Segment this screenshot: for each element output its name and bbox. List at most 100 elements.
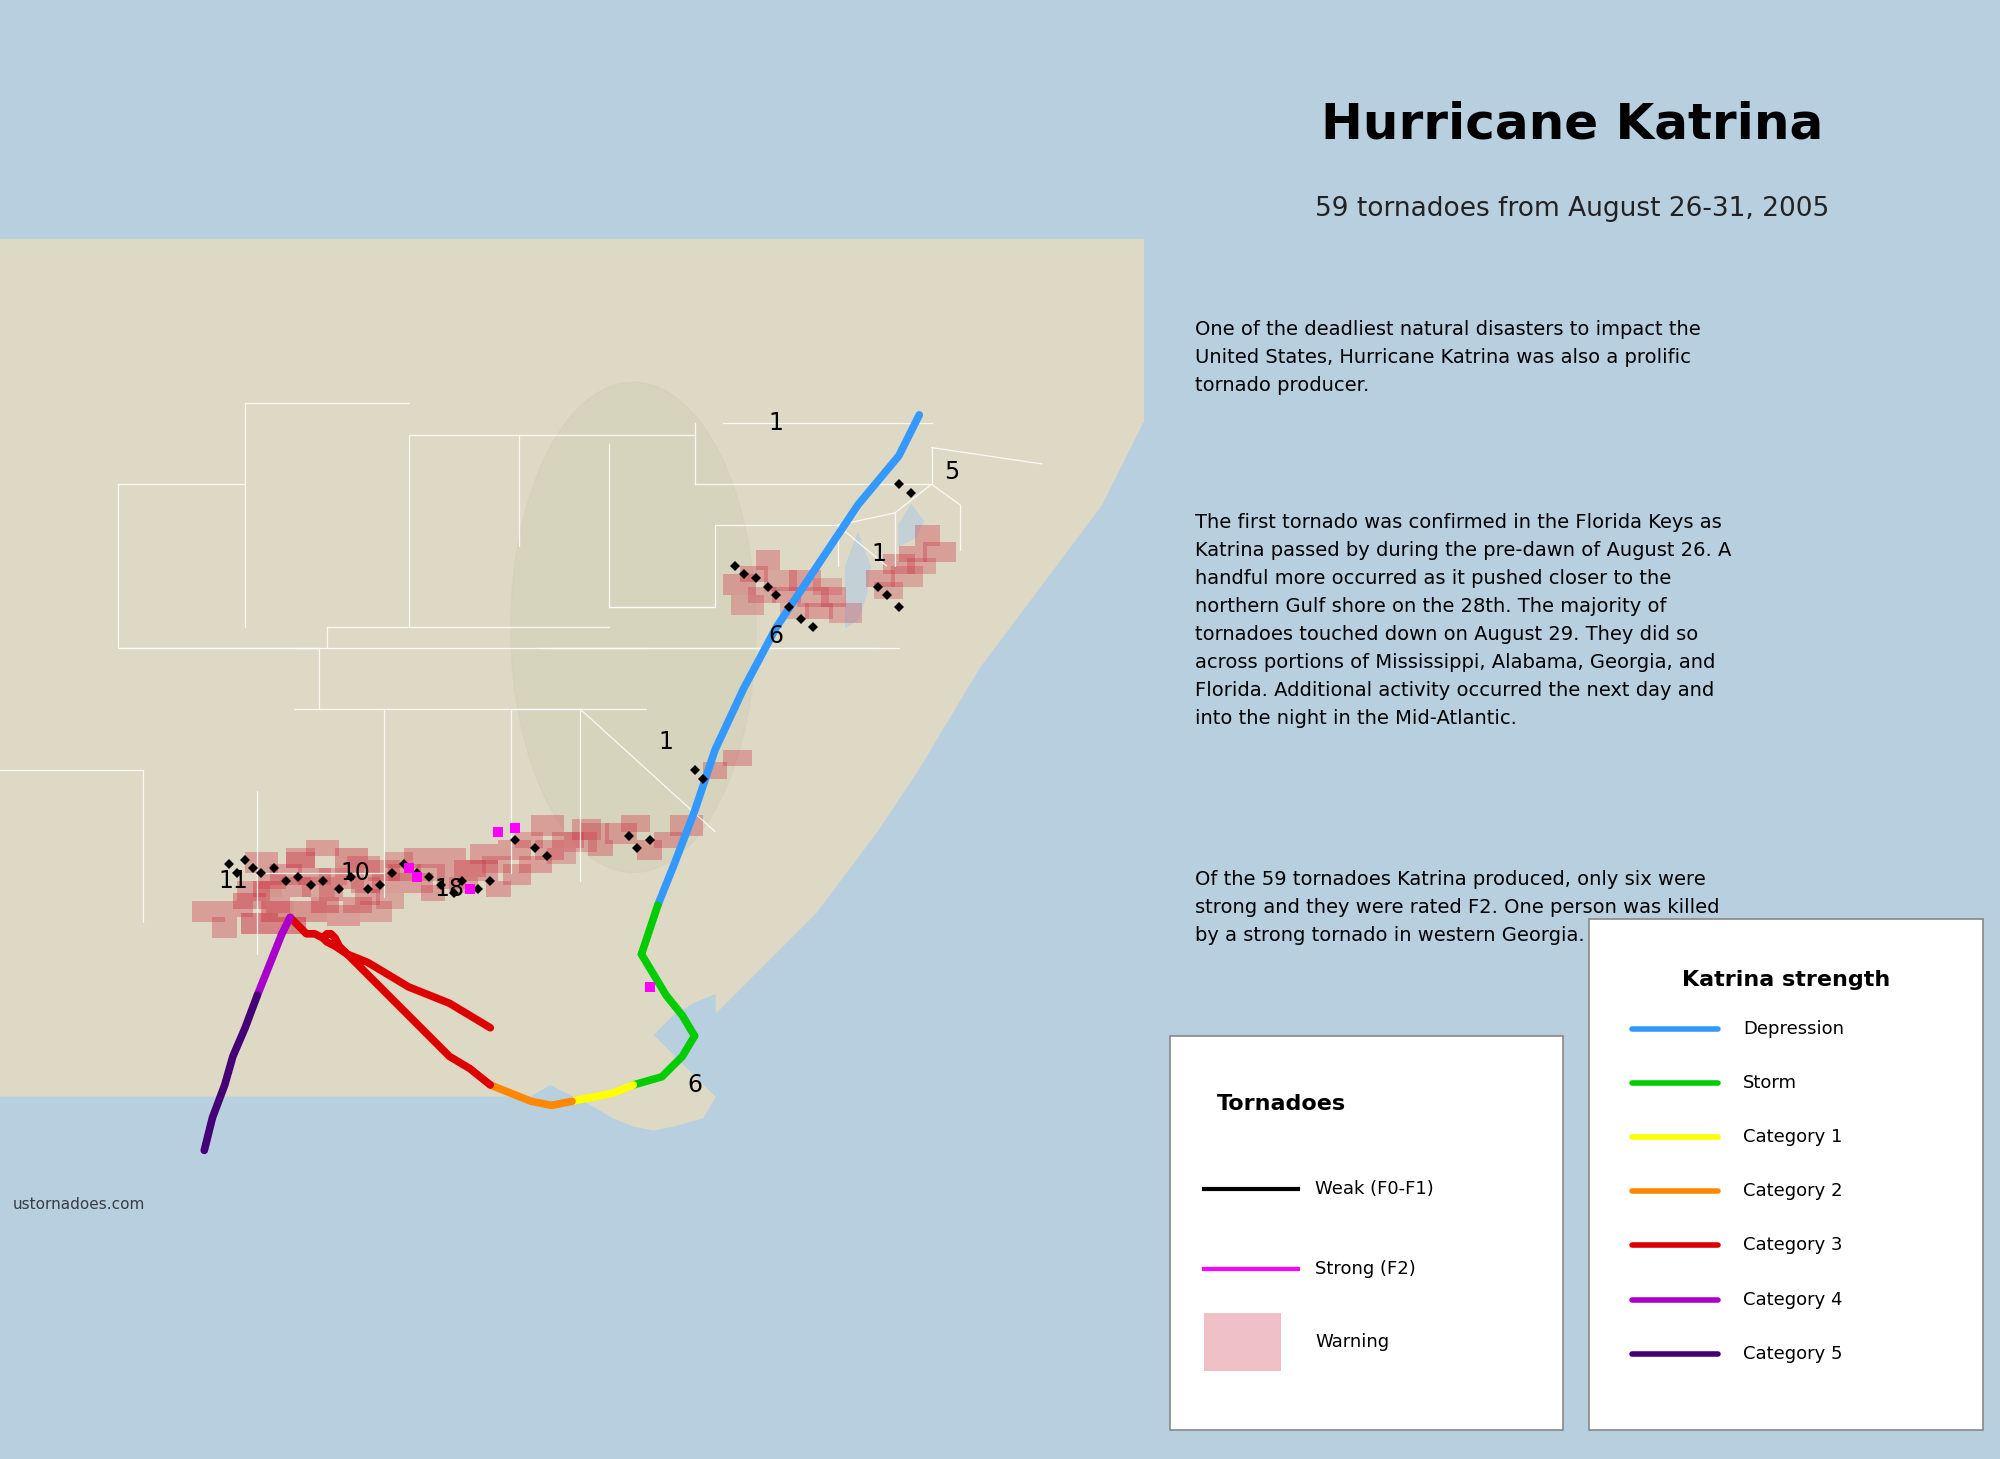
Bar (360, 902, 392, 922)
Bar (572, 820, 600, 840)
Bar (788, 570, 822, 591)
Bar (356, 889, 380, 905)
Bar (1204, 1313, 1280, 1371)
Bar (376, 893, 404, 909)
Bar (822, 587, 846, 607)
Bar (310, 897, 340, 913)
Bar (302, 877, 336, 897)
Ellipse shape (510, 382, 756, 872)
Text: 11: 11 (218, 868, 248, 893)
Bar (258, 872, 286, 889)
Bar (368, 861, 400, 881)
Bar (348, 856, 380, 872)
Bar (466, 861, 498, 881)
Bar (486, 881, 510, 897)
Bar (232, 893, 266, 909)
Text: Category 5: Category 5 (1744, 1345, 1842, 1363)
Text: 10: 10 (340, 861, 370, 884)
Text: 18: 18 (434, 877, 464, 900)
Text: Katrina strength: Katrina strength (1682, 970, 1890, 991)
Text: Weak (F0-F1): Weak (F0-F1) (1316, 1180, 1434, 1198)
Bar (588, 840, 612, 856)
Polygon shape (408, 893, 714, 1129)
Text: One of the deadliest natural disasters to impact the
United States, Hurricane Ka: One of the deadliest natural disasters t… (1196, 320, 1702, 395)
FancyBboxPatch shape (1170, 1036, 1564, 1430)
Bar (518, 856, 552, 872)
FancyBboxPatch shape (1590, 919, 1982, 1430)
Bar (916, 525, 940, 546)
Polygon shape (0, 1158, 1144, 1220)
Bar (908, 557, 936, 575)
Text: The first tornado was confirmed in the Florida Keys as
Katrina passed by during : The first tornado was confirmed in the F… (1196, 512, 1732, 728)
Bar (298, 868, 330, 884)
Text: 59 tornadoes from August 26-31, 2005: 59 tornadoes from August 26-31, 2005 (1314, 196, 1830, 222)
Bar (344, 897, 372, 913)
Text: ustornadoes.com: ustornadoes.com (12, 1196, 144, 1211)
Bar (740, 566, 768, 582)
Bar (352, 877, 380, 893)
Bar (318, 884, 344, 902)
Bar (246, 852, 278, 872)
Text: 1: 1 (658, 730, 674, 754)
Bar (192, 902, 224, 922)
Bar (454, 861, 486, 877)
Bar (224, 902, 254, 918)
Bar (254, 881, 282, 897)
Bar (482, 856, 510, 872)
Polygon shape (0, 995, 714, 1220)
Bar (580, 823, 608, 840)
Bar (772, 587, 800, 603)
Bar (336, 848, 368, 868)
Bar (270, 864, 302, 884)
Bar (236, 881, 270, 902)
Text: 6: 6 (768, 623, 784, 648)
Text: Strong (F2): Strong (F2) (1316, 1261, 1416, 1278)
Bar (724, 575, 756, 595)
Bar (318, 868, 348, 884)
Bar (502, 864, 532, 884)
Bar (326, 905, 360, 925)
Text: Category 4: Category 4 (1744, 1291, 1842, 1309)
Bar (796, 587, 830, 607)
Bar (336, 868, 364, 889)
Bar (702, 762, 728, 779)
Bar (434, 848, 466, 868)
Text: Tornadoes: Tornadoes (1216, 1094, 1346, 1115)
Bar (416, 864, 446, 881)
Text: Category 1: Category 1 (1744, 1128, 1842, 1145)
Bar (242, 913, 278, 934)
Text: Category 3: Category 3 (1744, 1236, 1842, 1255)
Text: Of the 59 tornadoes Katrina produced, only six were
strong and they were rated F: Of the 59 tornadoes Katrina produced, on… (1196, 870, 1720, 945)
Bar (384, 852, 412, 868)
Bar (638, 840, 662, 861)
Bar (306, 840, 340, 856)
Polygon shape (846, 534, 870, 627)
Bar (266, 897, 290, 913)
Bar (748, 587, 776, 603)
Bar (438, 868, 466, 889)
Bar (654, 832, 682, 848)
Bar (604, 823, 638, 843)
Bar (564, 832, 596, 852)
Bar (372, 872, 400, 893)
Bar (286, 852, 314, 868)
Bar (898, 546, 928, 562)
Bar (420, 884, 446, 902)
Bar (470, 843, 498, 864)
Bar (450, 877, 478, 893)
Bar (404, 848, 434, 868)
Polygon shape (898, 505, 924, 546)
Bar (866, 570, 894, 587)
Bar (830, 603, 862, 623)
Bar (874, 582, 902, 598)
Bar (286, 848, 314, 868)
Bar (532, 816, 564, 836)
Text: Warning: Warning (1316, 1334, 1390, 1351)
Bar (670, 816, 702, 836)
Text: Hurricane Katrina: Hurricane Katrina (1320, 101, 1824, 147)
Bar (814, 578, 842, 595)
Text: 1: 1 (768, 411, 784, 435)
Bar (890, 566, 924, 587)
Bar (514, 832, 544, 848)
Bar (294, 902, 326, 922)
